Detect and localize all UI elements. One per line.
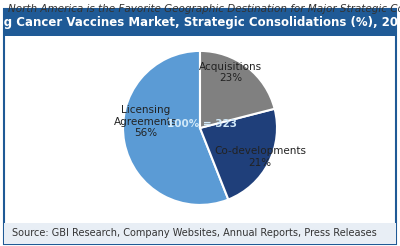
Text: 100% = 323: 100% = 323 xyxy=(166,119,236,129)
Wedge shape xyxy=(200,51,274,128)
Text: North America is the Favorite Geographic Destination for Major Strategic Consoli: North America is the Favorite Geographic… xyxy=(8,4,400,14)
Text: Acquisitions
23%: Acquisitions 23% xyxy=(199,62,262,83)
Wedge shape xyxy=(200,109,277,200)
Text: Co-developments
21%: Co-developments 21% xyxy=(214,146,306,168)
Text: Licensing
Agreements
56%: Licensing Agreements 56% xyxy=(114,105,178,138)
Text: Emerging Cancer Vaccines Market, Strategic Consolidations (%), 2004-2011: Emerging Cancer Vaccines Market, Strateg… xyxy=(0,16,400,29)
Wedge shape xyxy=(123,51,228,205)
Text: Source: GBI Research, Company Websites, Annual Reports, Press Releases: Source: GBI Research, Company Websites, … xyxy=(12,228,377,238)
